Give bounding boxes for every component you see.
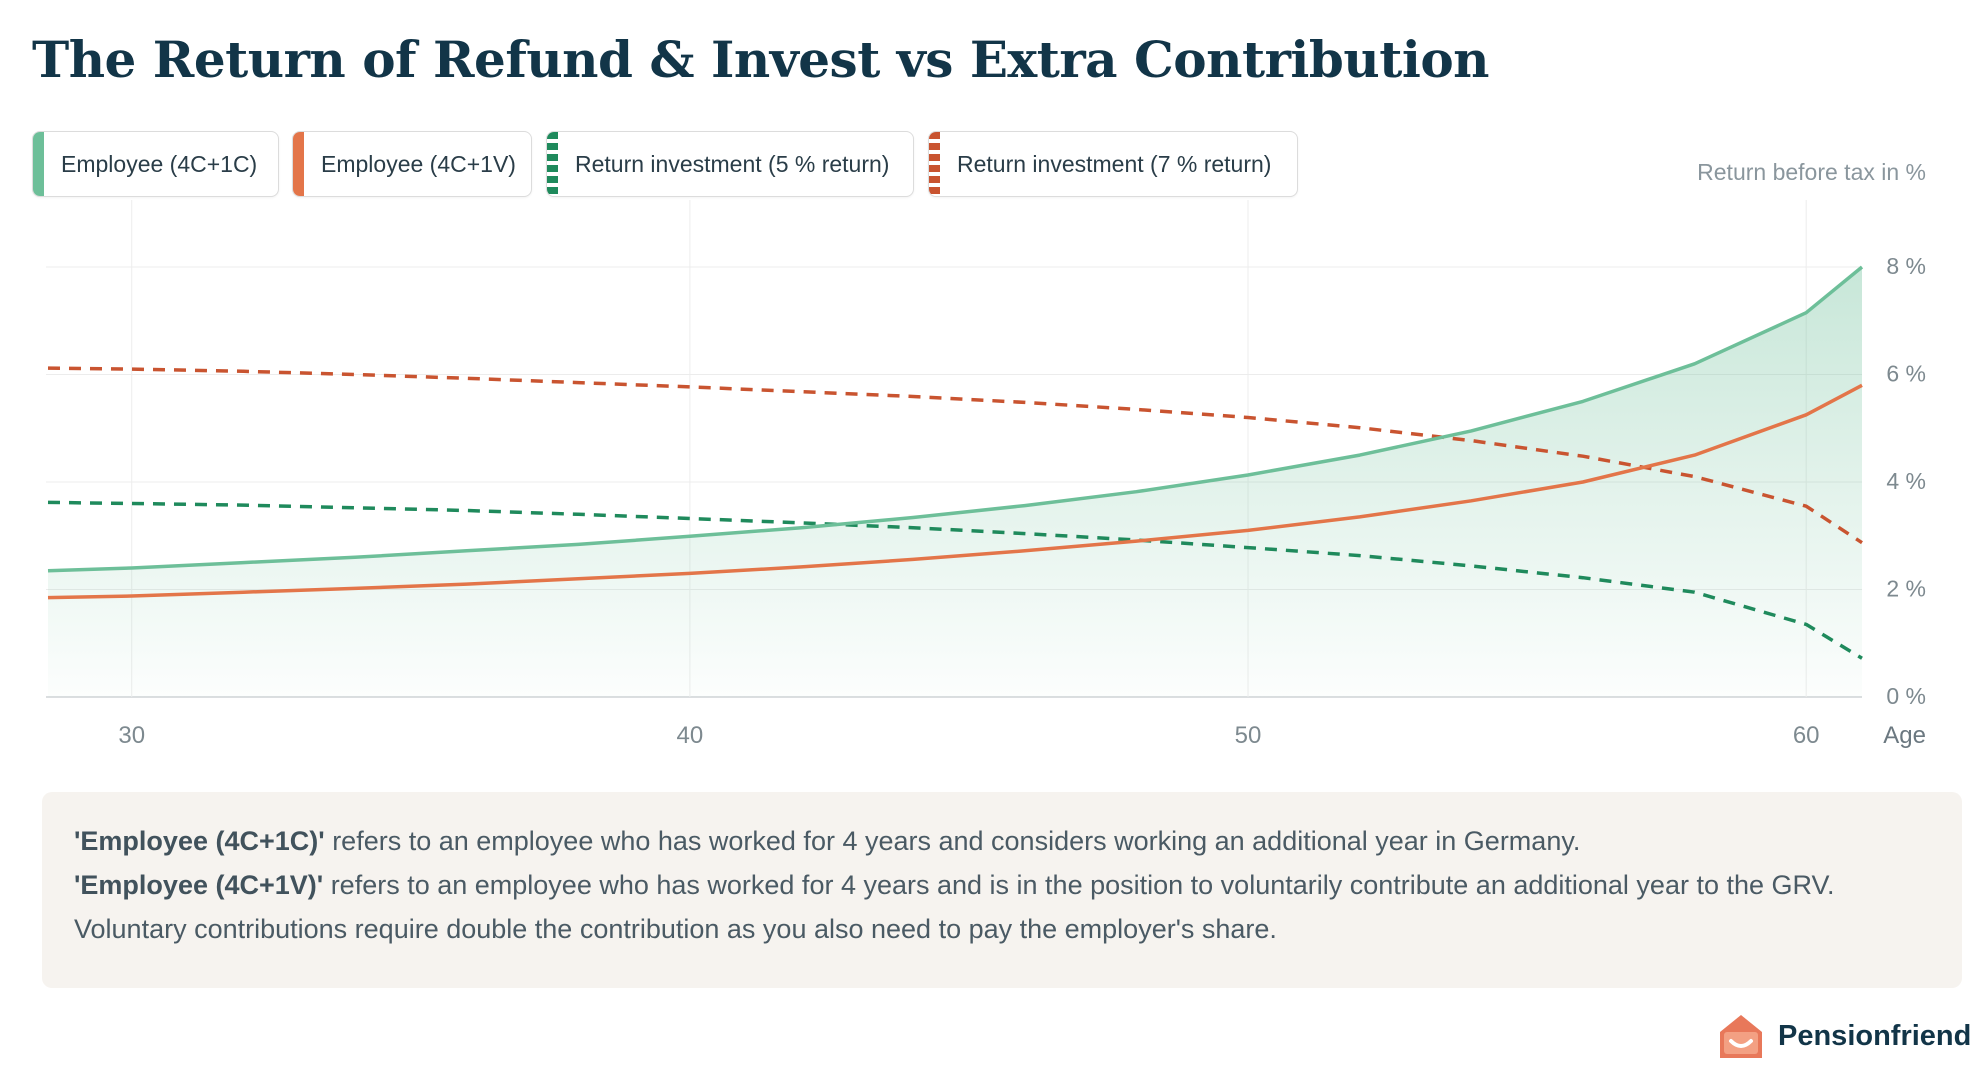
y-axis-title: Return before tax in %	[1697, 159, 1926, 185]
series-line-1	[47, 383, 1863, 600]
legend-swatch-dashed	[929, 132, 940, 196]
note-term-4c1v: 'Employee (4C+1V)'	[74, 870, 324, 900]
x-axis-title: Age	[1883, 722, 1926, 749]
note-line-2: 'Employee (4C+1V)' refers to an employee…	[74, 870, 1835, 901]
legend-item-return-7pct[interactable]: Return investment (7 % return)	[928, 131, 1298, 197]
series-line-2	[47, 500, 1863, 660]
x-tick-label: 40	[677, 722, 704, 749]
note-text-1: refers to an employee who has worked for…	[324, 826, 1581, 856]
series-line-0	[47, 265, 1864, 573]
note-line-1: 'Employee (4C+1C)' refers to an employee…	[74, 826, 1580, 857]
legend-label: Employee (4C+1V)	[321, 151, 516, 177]
legend-label: Return investment (7 % return)	[957, 151, 1272, 177]
y-tick-label: 0 %	[1886, 683, 1926, 709]
y-tick-label: 2 %	[1886, 576, 1926, 602]
legend-label: Return investment (5 % return)	[575, 151, 890, 177]
note-text-2: refers to an employee who has worked for…	[323, 870, 1835, 900]
series-line-3	[47, 366, 1863, 545]
label-layer: Return before tax in % Age 0 % 2 % 4 % 6 % 8…	[118, 159, 1926, 749]
brand-name: Pensionfriend	[1778, 1020, 1972, 1052]
line-chart: Return before tax in % Age 0 % 2 % 4 % 6 % 8…	[46, 159, 1926, 749]
legend-item-return-5pct[interactable]: Return investment (5 % return)	[546, 131, 914, 197]
series-layer	[47, 265, 1864, 660]
legend-swatch-dashed	[547, 132, 558, 196]
legend-item-employee-4c1c[interactable]: Employee (4C+1C)	[32, 131, 279, 197]
brand-logo[interactable]: Pensionfriend	[1716, 1012, 1971, 1060]
y-tick-label: 8 %	[1886, 253, 1926, 279]
x-tick-label: 30	[118, 722, 145, 749]
house-logo-icon	[1720, 1015, 1762, 1058]
chart-title: The Return of Refund & Invest vs Extra C…	[32, 30, 1490, 89]
x-tick-label: 60	[1793, 722, 1820, 749]
legend-swatch-solid	[33, 132, 44, 196]
legend-swatch-solid	[293, 132, 304, 196]
legend-label: Employee (4C+1C)	[61, 151, 258, 177]
footnote-box: 'Employee (4C+1C)' refers to an employee…	[42, 792, 1962, 988]
note-term-4c1c: 'Employee (4C+1C)'	[74, 826, 325, 856]
note-line-3: Voluntary contributions require double t…	[74, 914, 1277, 944]
y-tick-label: 6 %	[1886, 361, 1926, 387]
x-tick-label: 50	[1235, 722, 1262, 749]
series-area-0	[48, 267, 1862, 697]
legend-item-employee-4c1v[interactable]: Employee (4C+1V)	[292, 131, 532, 197]
y-tick-label: 4 %	[1886, 468, 1926, 494]
area-layer	[48, 267, 1862, 697]
